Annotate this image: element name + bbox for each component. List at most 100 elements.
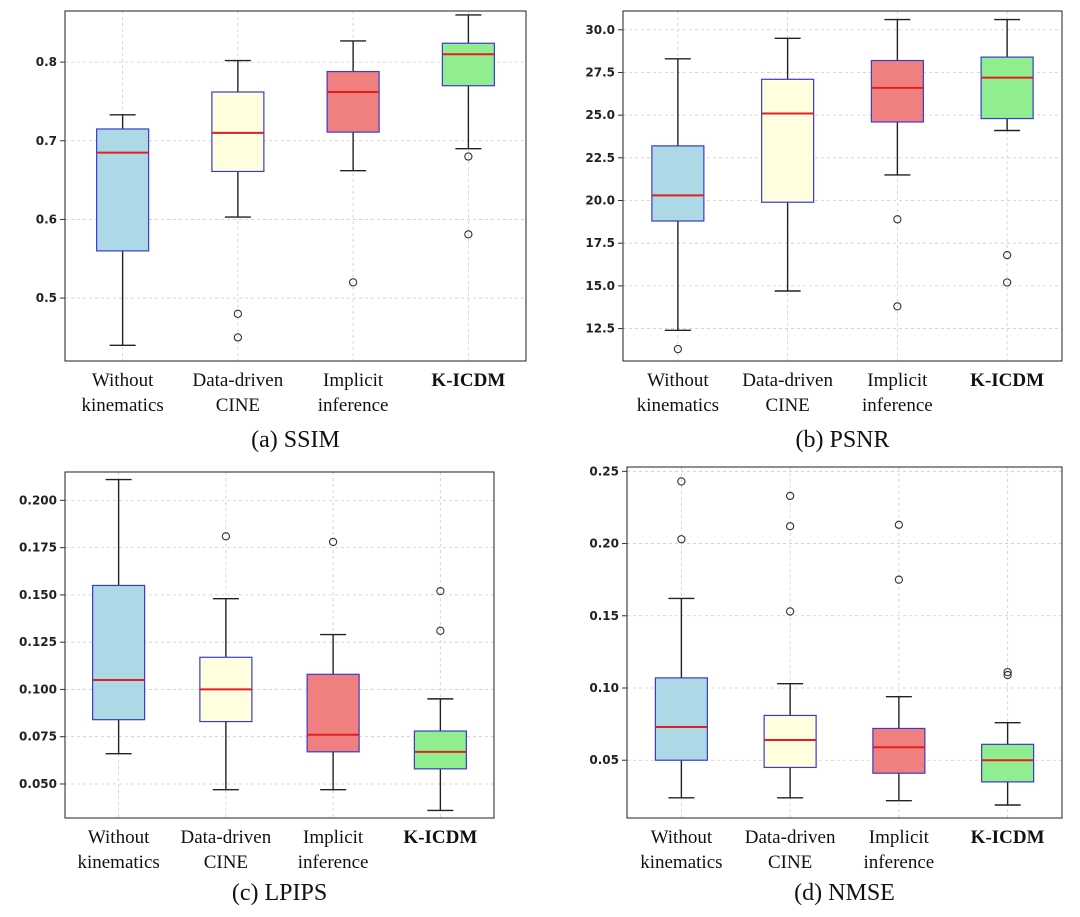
x-category-label: inference: [298, 852, 369, 873]
x-category-label: Without: [92, 370, 154, 391]
box-without-kinematics: [92, 478, 146, 755]
y-tick-label: 15.0: [585, 279, 615, 293]
x-category-label: inference: [318, 395, 389, 416]
outlier-point: [1003, 670, 1012, 680]
y-tick-label: 0.5: [36, 291, 57, 305]
y-tick-label: 27.5: [585, 65, 615, 79]
chart-panel-d: 0.05 0.10 0.15 0.20 0.25 Without kinematics Dat…: [589, 464, 1063, 906]
box-implicit-inference: [306, 537, 360, 791]
box-k-icdm: [413, 586, 467, 812]
panel-caption: (d) NMSE: [794, 880, 895, 906]
box-k-icdm: [441, 14, 495, 239]
iqr-box: [870, 59, 924, 123]
x-category-label: Implicit: [869, 827, 930, 848]
box-implicit-inference: [870, 18, 924, 311]
outlier-point: [673, 344, 683, 354]
box-without-kinematics: [654, 477, 708, 799]
chart-panel-a: 0.5 0.6 0.7 0.8 Without kinematics Data-driven…: [36, 10, 527, 453]
y-tick-label: 0.200: [19, 493, 57, 507]
x-category-label: kinematics: [77, 852, 159, 873]
plot-frame: [626, 466, 1063, 819]
iqr-box: [980, 56, 1034, 120]
iqr-box: [763, 714, 817, 769]
x-category-label: Implicit: [323, 370, 384, 391]
box-data-driven-cine: [761, 37, 815, 292]
x-category-label: K-ICDM: [971, 827, 1045, 848]
iqr-box: [92, 584, 146, 721]
panel-caption: (c) LPIPS: [232, 880, 327, 906]
x-category-label: CINE: [765, 395, 809, 416]
x-category-label: Data-driven: [745, 827, 836, 848]
y-tick-label: 0.6: [36, 212, 57, 226]
y-tick-label: 17.5: [585, 236, 615, 250]
outlier-point: [1002, 250, 1012, 260]
outlier-point: [464, 230, 473, 239]
x-category-label: CINE: [204, 852, 248, 873]
outlier-point: [1002, 278, 1012, 287]
x-category-label: Implicit: [303, 827, 364, 848]
y-tick-label: 30.0: [585, 23, 615, 37]
chart-panel-b: 12.5 15.0 17.5 20.0 22.5 25.0 27.5 30.0 Without k…: [585, 10, 1063, 453]
x-category-label: K-ICDM: [403, 827, 477, 848]
outlier-point: [436, 626, 445, 635]
y-tick-label: 0.8: [36, 55, 57, 69]
y-tick-label: 12.5: [585, 322, 615, 336]
x-category-label: kinematics: [640, 852, 722, 873]
x-category-label: kinematics: [81, 395, 163, 416]
iqr-box: [413, 730, 467, 770]
outlier-point: [785, 607, 795, 616]
box-data-driven-cine: [199, 532, 253, 791]
y-tick-label: 0.100: [19, 682, 57, 696]
panel-caption: (a) SSIM: [251, 427, 340, 453]
iqr-box: [872, 727, 926, 774]
iqr-box: [211, 91, 265, 173]
y-tick-label: 0.25: [589, 464, 619, 478]
x-category-label: CINE: [216, 395, 260, 416]
iqr-box: [306, 673, 360, 753]
iqr-box: [654, 677, 708, 761]
box-k-icdm: [980, 18, 1034, 287]
outlier-point: [233, 333, 243, 342]
y-tick-label: 0.10: [589, 681, 619, 695]
box-data-driven-cine: [211, 59, 265, 342]
y-tick-label: 0.15: [589, 609, 619, 623]
chart-panel-c: 0.050 0.075 0.100 0.125 0.150 0.175 0.200 Witho…: [19, 471, 495, 906]
plot-frame: [64, 471, 495, 819]
plot-frame: [64, 10, 527, 362]
y-tick-label: 0.050: [19, 777, 57, 791]
box-k-icdm: [981, 667, 1035, 806]
outlier-point: [893, 215, 902, 224]
y-tick-label: 25.0: [585, 108, 615, 122]
iqr-box: [96, 128, 150, 252]
iqr-box: [651, 145, 705, 222]
outlier-point: [1003, 667, 1012, 677]
outlier-point: [464, 152, 473, 161]
y-tick-label: 0.05: [589, 753, 619, 767]
y-tick-label: 0.7: [36, 134, 57, 148]
outlier-point: [221, 532, 231, 541]
y-tick-label: 20.0: [585, 194, 615, 208]
outlier-point: [785, 491, 795, 501]
x-category-label: kinematics: [637, 395, 719, 416]
panel-caption: (b) PSNR: [795, 427, 889, 453]
outlier-point: [894, 575, 904, 584]
outlier-point: [893, 302, 902, 311]
iqr-box: [441, 42, 495, 87]
box-implicit-inference: [872, 520, 926, 802]
outlier-point: [348, 278, 358, 287]
box-data-driven-cine: [763, 491, 817, 799]
outlier-point: [677, 477, 686, 486]
iqr-box: [326, 70, 380, 133]
x-category-label: Without: [647, 370, 709, 391]
outlier-point: [677, 535, 686, 544]
box-without-kinematics: [651, 58, 705, 354]
x-category-label: Data-driven: [181, 827, 272, 848]
outlier-point: [894, 520, 904, 529]
box-implicit-inference: [326, 40, 380, 287]
iqr-box: [761, 78, 815, 203]
y-tick-label: 0.20: [589, 537, 619, 551]
iqr-box: [981, 743, 1035, 783]
x-category-label: Data-driven: [742, 370, 833, 391]
x-category-label: K-ICDM: [970, 370, 1044, 391]
